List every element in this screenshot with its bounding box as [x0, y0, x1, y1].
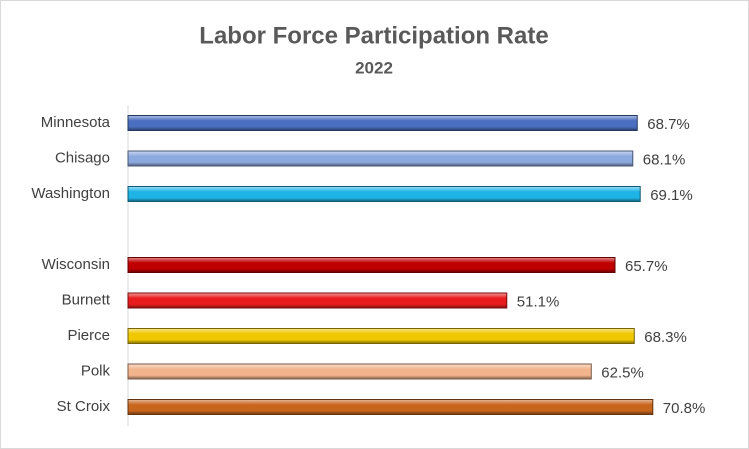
value-label: 68.7% — [647, 116, 690, 133]
bar — [127, 150, 634, 167]
bar — [127, 292, 508, 309]
bar — [127, 363, 592, 380]
y-tick-label: Burnett — [62, 291, 111, 308]
y-tick-label: Chisago — [55, 149, 110, 166]
bar — [127, 399, 654, 415]
bar — [127, 328, 635, 344]
bar — [127, 115, 638, 131]
value-label: 62.5% — [601, 364, 644, 381]
value-label: 68.1% — [643, 151, 686, 168]
y-tick-label: Pierce — [67, 327, 110, 344]
y-tick-label: Wisconsin — [42, 256, 110, 273]
y-tick-label: Washington — [31, 185, 110, 202]
value-label: 68.3% — [644, 329, 687, 346]
y-tick-label: Polk — [81, 362, 111, 379]
value-label: 69.1% — [650, 187, 693, 204]
value-label: 70.8% — [663, 400, 706, 417]
chart-subtitle: 2022 — [355, 58, 393, 77]
chart-title: Labor Force Participation Rate — [199, 22, 548, 49]
bar — [127, 257, 616, 273]
bar — [127, 186, 641, 202]
y-tick-label: St Croix — [57, 398, 111, 415]
y-tick-label: Minnesota — [41, 114, 111, 131]
value-label: 65.7% — [625, 258, 668, 275]
value-label: 51.1% — [517, 293, 560, 310]
